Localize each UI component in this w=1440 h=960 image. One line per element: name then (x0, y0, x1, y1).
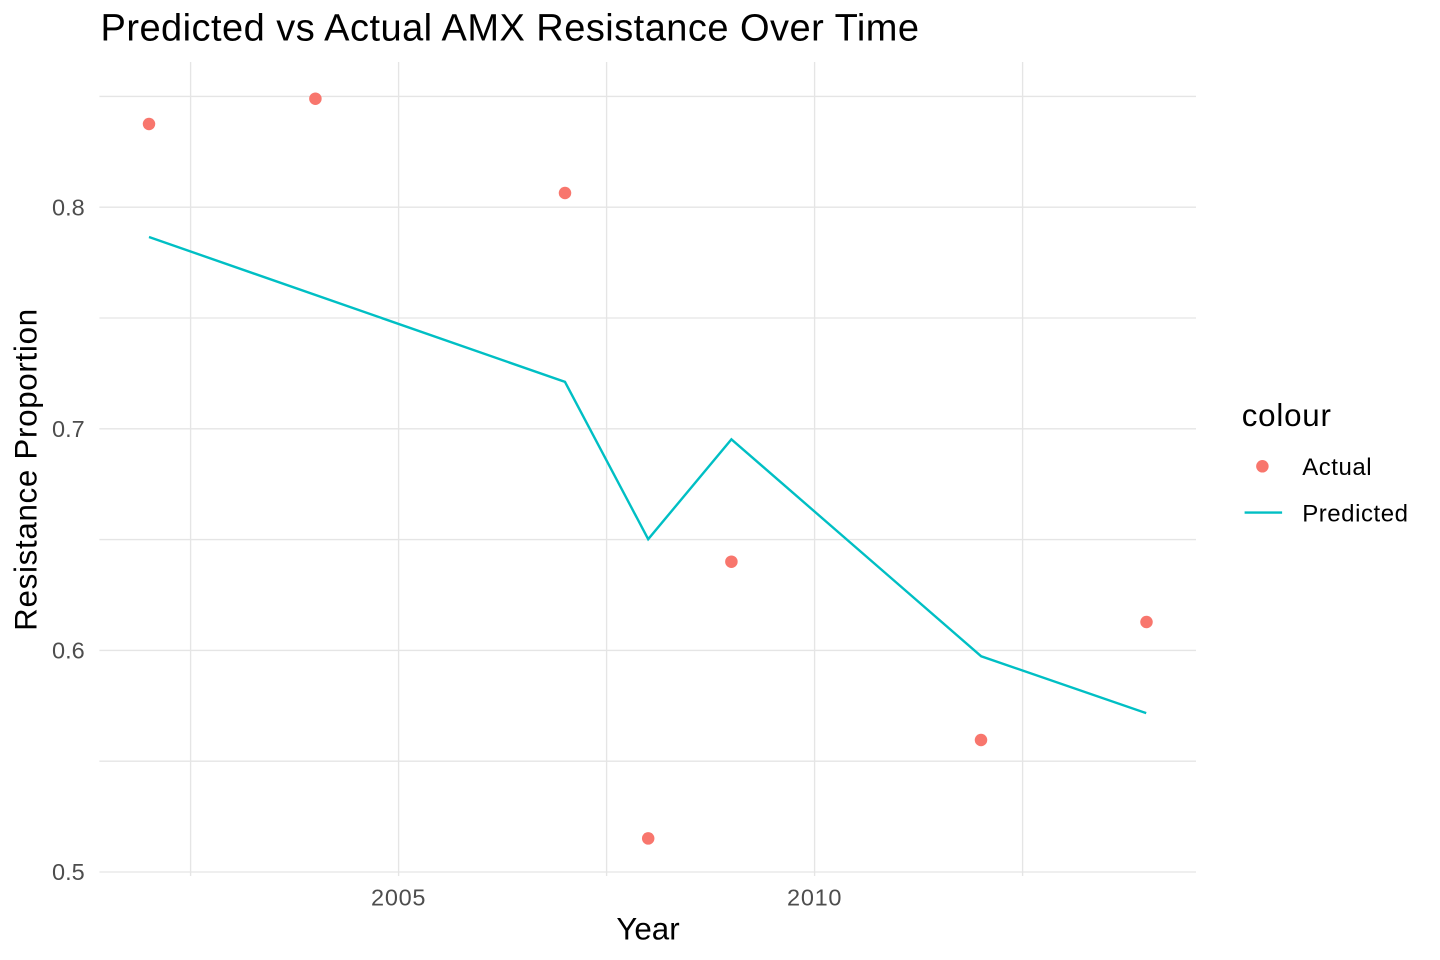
svg-text:colour: colour (1242, 398, 1332, 433)
svg-text:0.6: 0.6 (52, 638, 85, 664)
svg-text:Resistance Proportion: Resistance Proportion (9, 308, 44, 631)
svg-text:Predicted: Predicted (1302, 501, 1408, 528)
svg-text:2010: 2010 (787, 884, 842, 910)
svg-text:2005: 2005 (371, 884, 426, 910)
svg-text:Year: Year (616, 911, 679, 946)
svg-text:Predicted vs Actual AMX Resist: Predicted vs Actual AMX Resistance Over … (101, 8, 920, 50)
svg-text:0.8: 0.8 (52, 194, 85, 220)
svg-text:0.7: 0.7 (52, 416, 85, 442)
svg-text:0.5: 0.5 (52, 859, 85, 885)
svg-text:Actual: Actual (1302, 454, 1372, 481)
